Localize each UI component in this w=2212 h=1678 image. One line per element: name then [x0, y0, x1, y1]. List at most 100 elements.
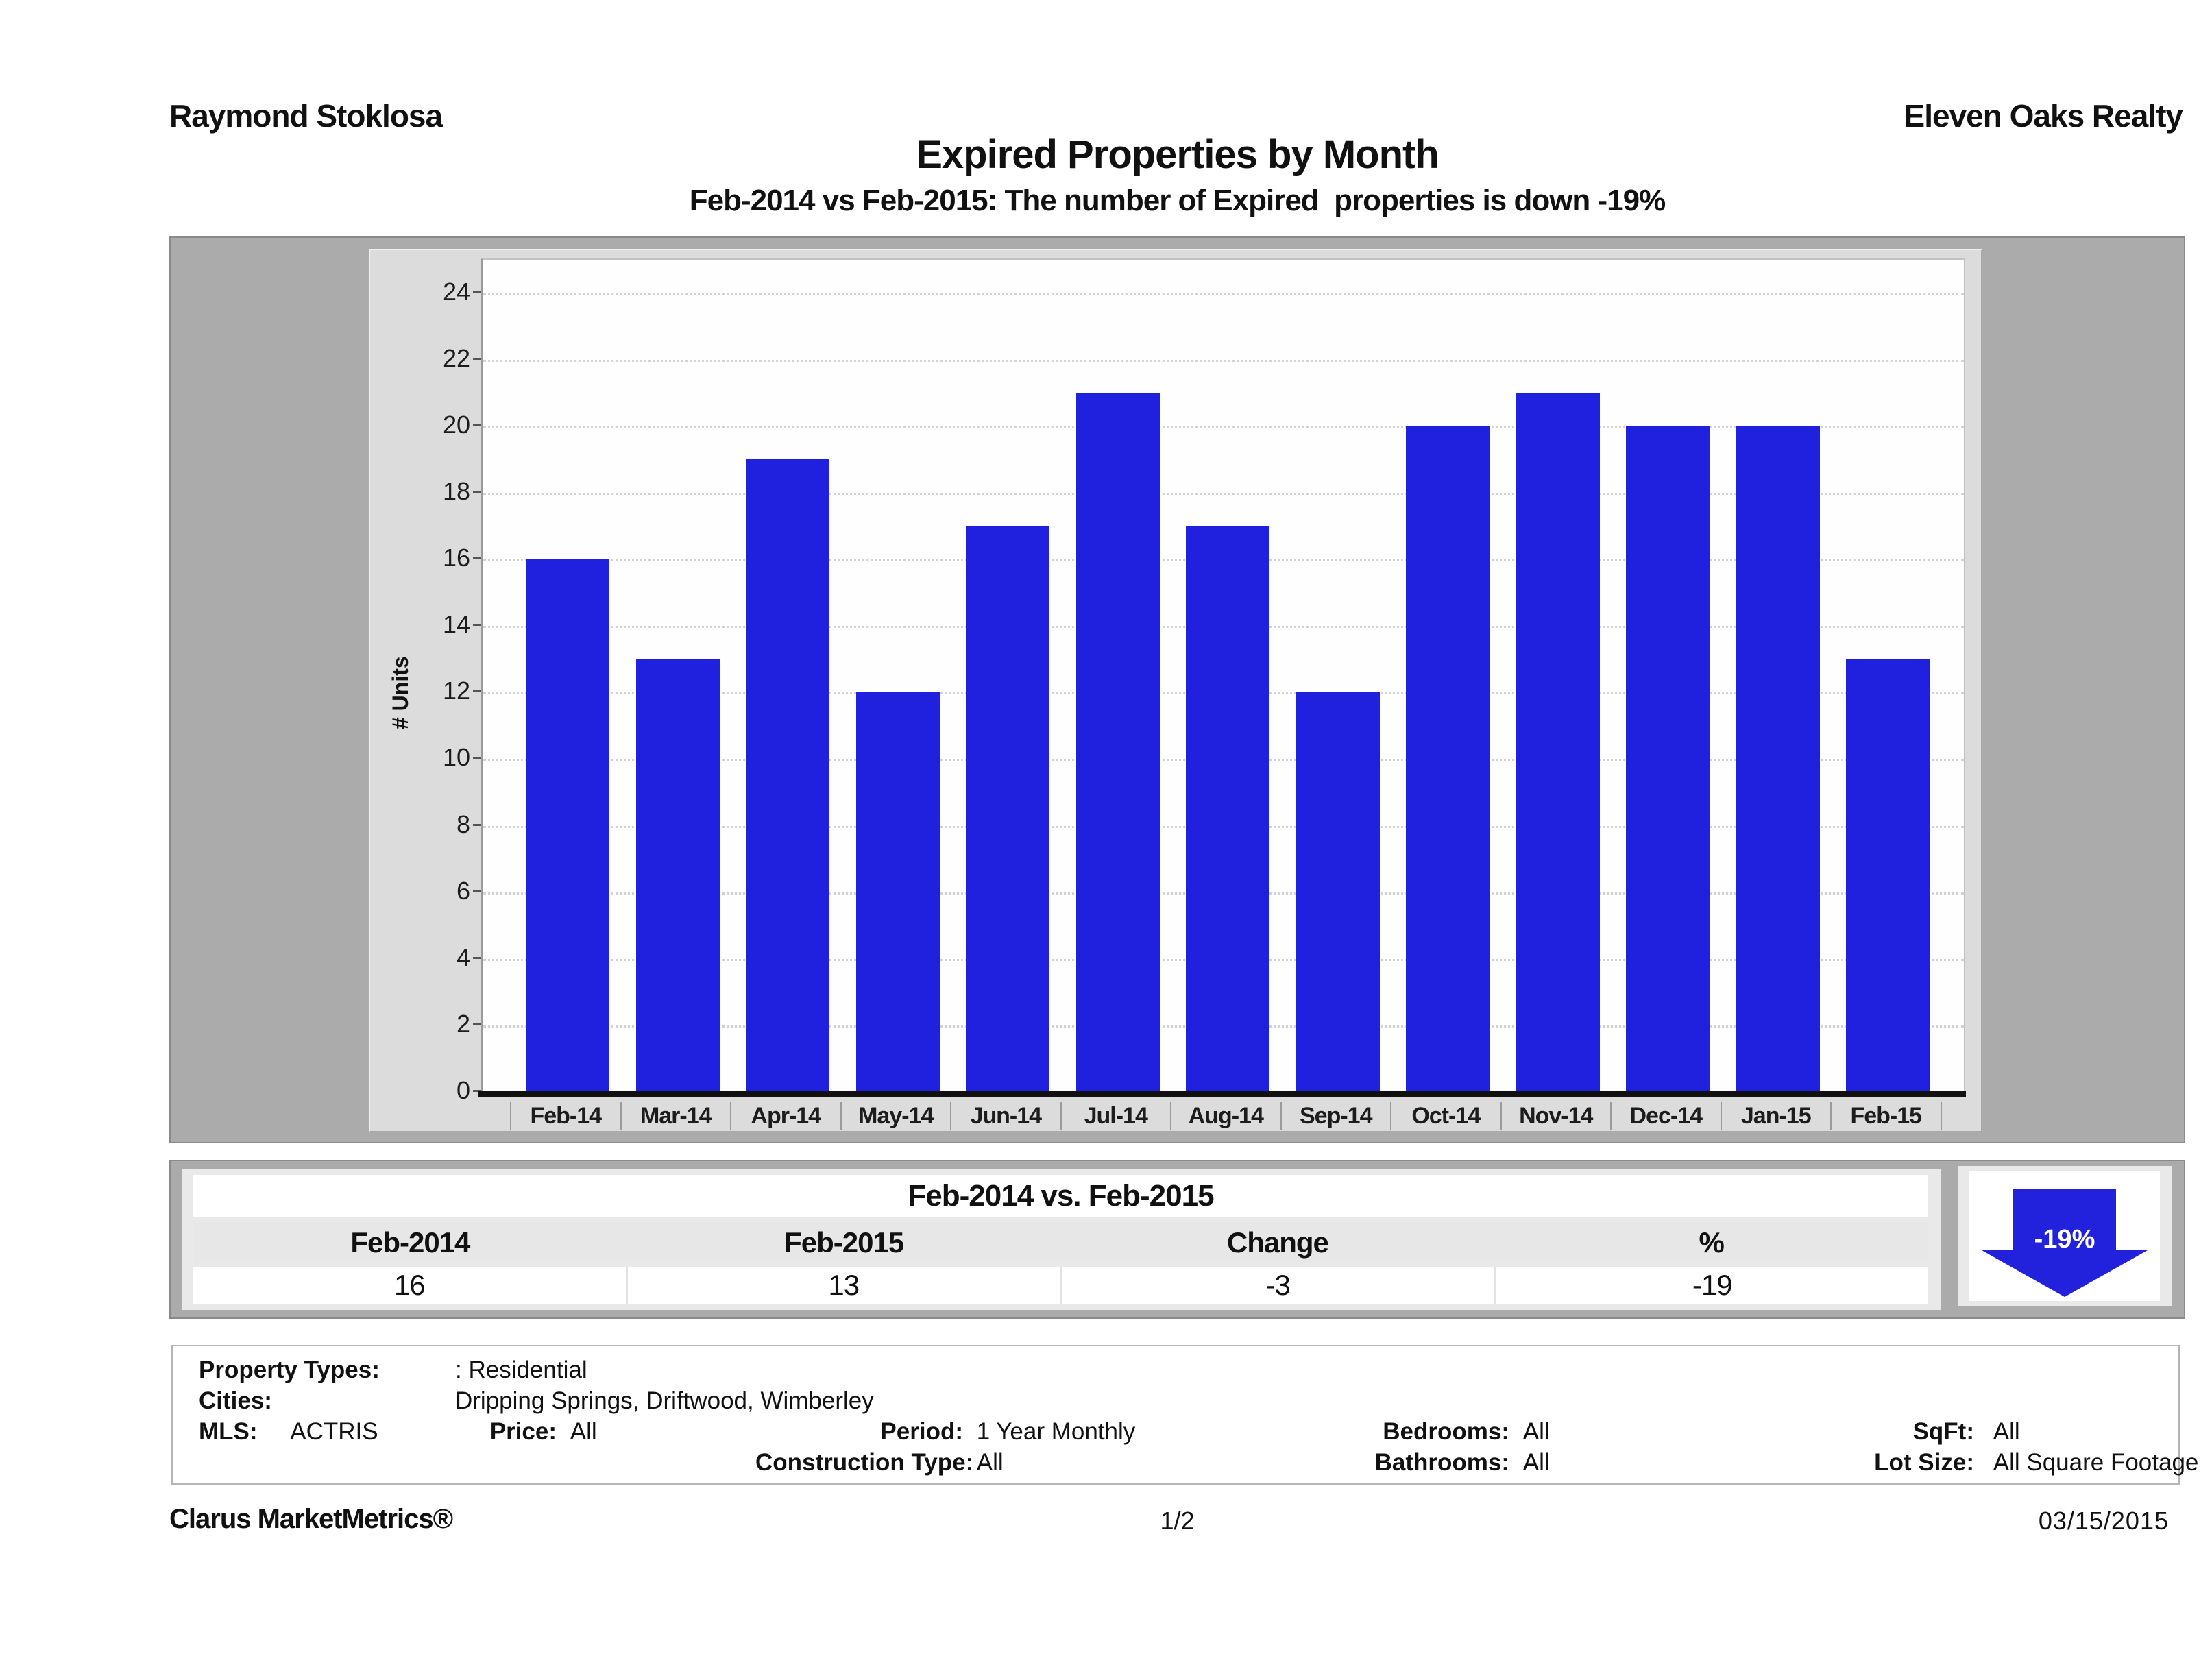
x-tick-label: Feb-15: [1850, 1103, 1922, 1129]
x-tick-label: Mar-14: [640, 1103, 712, 1129]
bar-feb-15: [1846, 659, 1930, 1092]
filters-box: Property Types: : Residential Cities: Dr…: [171, 1345, 2198, 1485]
bar-jul-14: [1075, 393, 1160, 1092]
comparison-header-cell: Change: [1226, 1226, 1329, 1258]
y-tick-mark: [473, 490, 482, 493]
x-tick-separator: [730, 1102, 731, 1130]
y-tick-label: 0: [456, 1076, 470, 1104]
x-tick-label: Sep-14: [1300, 1103, 1372, 1129]
trend-badge-label: -19%: [2034, 1225, 2095, 1254]
x-tick-separator: [1060, 1102, 1062, 1130]
filter-label: Cities:: [199, 1387, 272, 1414]
comparison-table: Feb-2014 vs. Feb-2015 Feb-2014 Feb-2015 Ch…: [182, 1169, 1941, 1310]
comparison-value-row: 16 13 -3 -19: [193, 1267, 1928, 1304]
x-tick-label: Apr-14: [751, 1103, 821, 1129]
filter-bathrooms: Bathrooms: All: [1269, 1448, 1550, 1477]
filter-lot-size: Lot Size: All Square Footage: [1770, 1448, 2198, 1477]
x-tick-separator: [1610, 1102, 1612, 1130]
bar-may-14: [855, 692, 940, 1092]
report-subtitle: Feb-2014 vs Feb-2015: The number of Expi…: [689, 184, 1666, 217]
y-tick-mark: [473, 291, 482, 293]
y-tick-mark: [473, 690, 482, 693]
y-tick-label: 2: [456, 1009, 470, 1038]
filter-value: All: [1522, 1418, 1550, 1445]
filter-value: All: [1522, 1449, 1550, 1476]
y-tick-label: 22: [442, 343, 470, 372]
bar-oct-14: [1406, 426, 1490, 1092]
report-title: Expired Properties by Month: [916, 132, 1439, 177]
filter-value: ACTRIS: [290, 1418, 378, 1445]
filter-value: All: [1993, 1418, 2020, 1445]
x-tick-separator: [950, 1102, 951, 1130]
filter-price: Price: All: [378, 1418, 597, 1446]
y-tick-label: 16: [442, 544, 470, 572]
filter-mls: MLS: ACTRIS: [199, 1418, 378, 1446]
comparison-value-cell: -3: [1060, 1267, 1494, 1304]
y-tick-label: 10: [442, 743, 470, 772]
filter-sqft: SqFt: All: [1770, 1418, 2020, 1446]
bar-feb-14: [526, 559, 610, 1092]
y-tick-label: 20: [442, 410, 470, 439]
x-tick-label: Jul-14: [1084, 1103, 1148, 1129]
y-tick-label: 24: [442, 277, 470, 306]
x-tick-separator: [1720, 1102, 1722, 1130]
filter-bedrooms: Bedrooms: All: [1269, 1418, 1550, 1446]
y-tick-mark: [473, 823, 482, 826]
bar-aug-14: [1186, 526, 1270, 1092]
x-tick-label: Feb-14: [530, 1103, 602, 1129]
filter-property-types: Property Types:: [199, 1356, 380, 1385]
bar-jun-14: [966, 526, 1050, 1092]
filter-cities-value: Dripping Springs, Driftwood, Wimberley: [455, 1387, 874, 1415]
filter-period: Period: 1 Year Monthly: [755, 1418, 1135, 1446]
x-tick-label: Jun-14: [970, 1103, 1042, 1129]
filter-label: Price:: [489, 1418, 557, 1445]
bar-sep-14: [1296, 692, 1380, 1092]
x-tick-label: Dec-14: [1629, 1103, 1703, 1129]
x-tick-separator: [620, 1102, 622, 1130]
y-tick-label: 6: [456, 876, 470, 905]
y-tick-label: 4: [456, 943, 470, 971]
filter-label: Period:: [880, 1418, 963, 1445]
x-tick-separator: [1170, 1102, 1171, 1130]
comparison-value-cell: 16: [393, 1269, 426, 1301]
filter-label: Construction Type:: [755, 1449, 974, 1476]
x-tick-separator: [1940, 1102, 1942, 1130]
filter-label: Bathrooms:: [1374, 1449, 1509, 1476]
y-tick-mark: [473, 557, 482, 560]
x-tick-label: Oct-14: [1411, 1103, 1481, 1129]
filter-label: SqFt:: [1912, 1418, 1974, 1445]
company-name: Eleven Oaks Realty: [1904, 98, 2183, 134]
bar-dec-14: [1626, 426, 1710, 1092]
page-number: 1/2: [1160, 1507, 1195, 1535]
bar-jan-15: [1736, 426, 1820, 1092]
filter-property-types-value: : Residential: [455, 1356, 587, 1385]
filter-label: Bedrooms:: [1383, 1418, 1509, 1445]
chart-outer-band: # Units 0 2 4 6 8 10 12 14 16 18 20 22 24 Feb-14 Mar-…: [169, 236, 2185, 1143]
comparison-title: Feb-2014 vs. Feb-2015: [193, 1175, 1928, 1217]
x-tick-label: Nov-14: [1519, 1103, 1593, 1129]
filter-value: All: [570, 1418, 597, 1445]
y-tick-label: 18: [442, 476, 470, 505]
y-tick-label: 14: [442, 610, 470, 639]
chart-panel: # Units 0 2 4 6 8 10 12 14 16 18 20 22 24 Feb-14 Mar-…: [369, 249, 1982, 1132]
comparison-header-row: Feb-2014 Feb-2015 Change%: [193, 1223, 1928, 1263]
x-tick-separator: [1500, 1102, 1502, 1130]
report-date: 03/15/2015: [2038, 1507, 2169, 1535]
x-tick-label: Jan-15: [1740, 1103, 1812, 1129]
filter-value: All: [976, 1449, 1004, 1476]
y-tick-mark: [473, 956, 482, 959]
y-tick-mark: [473, 624, 482, 627]
gridline: [483, 492, 1964, 495]
comparison-value-cell: 13: [625, 1267, 1060, 1304]
bar-nov-14: [1516, 393, 1600, 1092]
bar-apr-14: [746, 459, 830, 1092]
y-tick-mark: [473, 357, 482, 360]
product-brand: Clarus MarketMetrics®: [169, 1504, 453, 1534]
y-tick-mark: [473, 757, 482, 759]
x-tick-separator: [840, 1102, 842, 1130]
y-tick-mark: [473, 1023, 482, 1025]
x-tick-separator: [510, 1102, 511, 1130]
y-tick-label: 8: [456, 810, 470, 838]
gridline: [483, 359, 1964, 362]
comparison-header-cell: Feb-2015: [784, 1226, 904, 1258]
